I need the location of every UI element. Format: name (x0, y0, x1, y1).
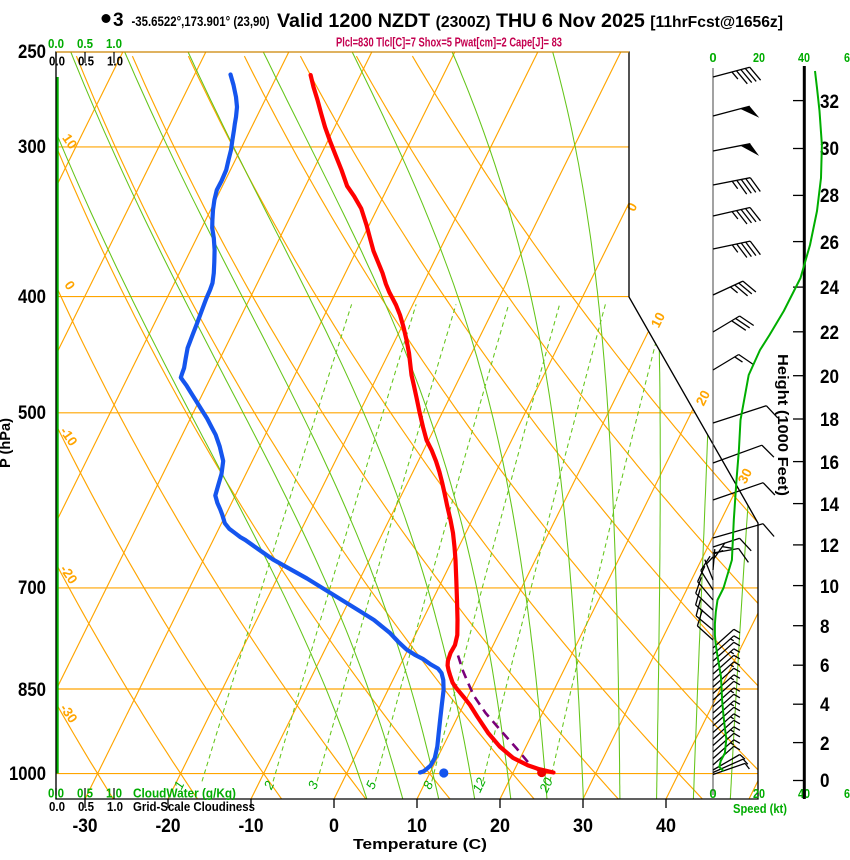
svg-text:0.0: 0.0 (49, 799, 65, 814)
svg-text:Plcl=830 Tlcl[C]=7 Shox=5 Pwat: Plcl=830 Tlcl[C]=7 Shox=5 Pwat[cm]=2 Cap… (336, 35, 562, 50)
svg-text:60: 60 (844, 50, 850, 65)
svg-text:4: 4 (820, 695, 830, 716)
svg-text:0.0: 0.0 (49, 54, 65, 69)
svg-text:1.0: 1.0 (107, 54, 123, 69)
svg-text:6: 6 (820, 656, 830, 677)
svg-text:Temperature (C): Temperature (C) (353, 837, 487, 853)
svg-text:30: 30 (573, 816, 593, 837)
svg-text:18: 18 (820, 410, 839, 431)
svg-text:500: 500 (18, 403, 46, 424)
svg-text:1.0: 1.0 (106, 786, 122, 801)
svg-text:0.5: 0.5 (78, 54, 94, 69)
svg-text:Height (1000 Feet): Height (1000 Feet) (774, 354, 790, 496)
svg-text:10: 10 (59, 131, 80, 152)
svg-text:0: 0 (329, 816, 339, 837)
svg-text:-20: -20 (156, 816, 181, 837)
svg-text:-10: -10 (239, 816, 264, 837)
svg-text:CloudWater (g/Kg): CloudWater (g/Kg) (133, 786, 236, 801)
svg-text:0.5: 0.5 (78, 799, 94, 814)
svg-text:2: 2 (820, 734, 830, 755)
svg-text:10: 10 (820, 577, 839, 598)
svg-text:P (hPa): P (hPa) (0, 418, 14, 468)
svg-text:20: 20 (753, 50, 765, 65)
svg-text:Speed (kt): Speed (kt) (733, 801, 787, 816)
svg-text:700: 700 (18, 578, 46, 599)
svg-text:850: 850 (18, 680, 46, 701)
svg-text:12: 12 (469, 775, 489, 795)
svg-text:20: 20 (693, 388, 713, 408)
svg-text:400: 400 (18, 287, 46, 308)
svg-text:1.0: 1.0 (107, 799, 123, 814)
svg-text:20: 20 (490, 816, 510, 837)
svg-text:14: 14 (820, 495, 839, 516)
svg-text:26: 26 (820, 233, 839, 254)
svg-text:-35.6522°,173.901° (23,90): -35.6522°,173.901° (23,90) (132, 14, 270, 29)
svg-text:0.0: 0.0 (48, 36, 64, 51)
svg-text:12: 12 (820, 536, 839, 557)
svg-text:40: 40 (656, 816, 676, 837)
svg-text:20: 20 (820, 367, 839, 388)
svg-text:30: 30 (735, 466, 755, 486)
svg-text:8: 8 (820, 617, 830, 638)
svg-text:20: 20 (536, 775, 556, 796)
svg-text:10: 10 (648, 310, 668, 330)
svg-text:0.5: 0.5 (77, 786, 93, 801)
svg-text:3: 3 (113, 10, 124, 31)
svg-text:0.0: 0.0 (48, 786, 64, 801)
svg-text:0.5: 0.5 (77, 36, 93, 51)
svg-text:1000: 1000 (9, 764, 46, 785)
svg-text:0: 0 (709, 50, 716, 65)
svg-text:-30: -30 (73, 816, 98, 837)
svg-text:1.0: 1.0 (106, 36, 122, 51)
svg-text:250: 250 (18, 42, 46, 63)
svg-text:Grid-Scale Cloudiness: Grid-Scale Cloudiness (133, 799, 255, 814)
svg-text:28: 28 (820, 186, 839, 207)
svg-text:20: 20 (753, 786, 765, 801)
svg-text:22: 22 (820, 323, 839, 344)
svg-text:30: 30 (820, 139, 839, 160)
svg-text:16: 16 (820, 453, 839, 474)
svg-text:Valid 1200 NZDT (2300Z) THU 6: Valid 1200 NZDT (2300Z) THU 6 Nov 2025 [… (277, 10, 783, 32)
svg-text:300: 300 (18, 137, 46, 158)
svg-text:0: 0 (820, 771, 830, 792)
svg-text:24: 24 (820, 278, 839, 299)
svg-text:32: 32 (820, 92, 839, 113)
svg-text:40: 40 (798, 50, 810, 65)
svg-text:60: 60 (844, 786, 850, 801)
svg-text:10: 10 (407, 816, 427, 837)
